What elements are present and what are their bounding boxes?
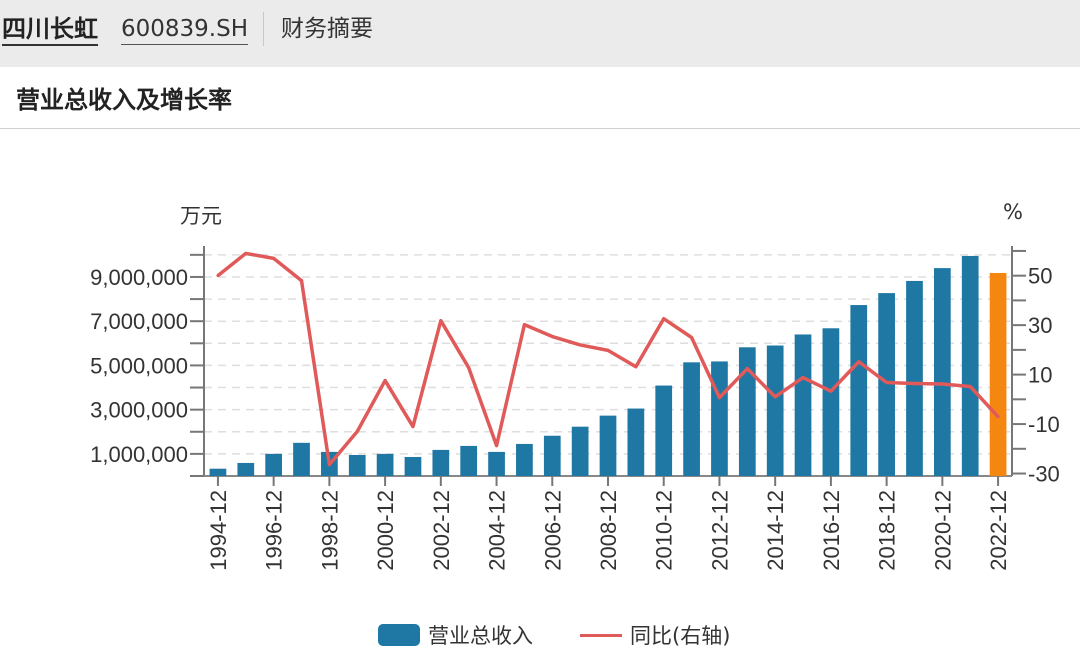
left-axis-unit: 万元 — [180, 204, 222, 228]
revenue-bar — [711, 361, 728, 476]
tab-financial-summary[interactable]: 财务摘要 — [281, 16, 373, 42]
yoy-point — [495, 444, 499, 448]
x-tick-label: 2022-12 — [986, 490, 1011, 571]
yoy-point — [829, 389, 833, 393]
left-tick-label: 1,000,000 — [90, 442, 188, 467]
yoy-point — [717, 396, 721, 400]
revenue-bar — [822, 328, 840, 476]
x-tick-label: 1998-12 — [317, 490, 342, 571]
x-tick-label: 2004-12 — [485, 490, 510, 571]
revenue-bar — [460, 445, 478, 476]
left-tick-label: 9,000,000 — [90, 265, 188, 290]
legend-item-yoy[interactable]: 同比(右轴) — [580, 620, 730, 650]
right-tick-label: -30 — [1028, 462, 1060, 487]
x-tick-label: 1996-12 — [262, 490, 287, 571]
left-tick-label: 5,000,000 — [90, 353, 188, 378]
revenue-bar — [850, 305, 868, 476]
stock-code-link[interactable]: 600839.SH — [121, 14, 249, 45]
x-tick-label: 2014-12 — [763, 490, 788, 571]
yoy-point — [968, 384, 972, 388]
revenue-bar — [265, 453, 283, 476]
right-tick-label: 10 — [1028, 363, 1052, 388]
yoy-point — [634, 365, 638, 369]
yoy-point — [857, 360, 861, 364]
yoy-point — [272, 256, 276, 260]
legend-label: 营业总收入 — [428, 624, 533, 648]
yoy-point — [885, 381, 889, 385]
stock-name-link[interactable]: 四川长虹 — [2, 14, 98, 46]
revenue-bar — [627, 408, 645, 476]
revenue-bar — [209, 468, 227, 476]
revenue-bar — [348, 454, 366, 476]
x-tick-label: 2012-12 — [707, 490, 732, 571]
revenue-bar — [516, 443, 533, 476]
yoy-point — [439, 319, 443, 323]
x-tick-label: 1994-12 — [206, 490, 231, 571]
revenue-bar — [989, 272, 1007, 476]
yoy-point — [550, 335, 554, 339]
legend-label: 同比(右轴) — [630, 624, 731, 648]
yoy-point — [522, 323, 526, 327]
x-tick-label: 2020-12 — [930, 490, 955, 571]
revenue-bar — [599, 415, 617, 476]
yoy-point — [327, 463, 331, 467]
top-bar: 四川长虹 600839.SH 财务摘要 — [0, 0, 1080, 67]
left-tick-label: 7,000,000 — [90, 309, 188, 334]
section-divider — [0, 128, 1080, 129]
x-tick-label: 2016-12 — [819, 490, 844, 571]
revenue-bar — [571, 426, 589, 476]
revenue-bar — [655, 385, 673, 476]
x-tick-label: 2008-12 — [596, 490, 621, 571]
x-tick-label: 2000-12 — [373, 490, 398, 571]
yoy-point — [606, 348, 610, 352]
x-tick-label: 2010-12 — [652, 490, 677, 571]
revenue-bar — [933, 268, 951, 476]
x-tick-label: 2018-12 — [875, 490, 900, 571]
revenue-bar — [293, 442, 310, 476]
revenue-bar — [794, 334, 812, 476]
yoy-point — [745, 367, 749, 371]
revenue-bar — [404, 456, 422, 476]
revenue-bar — [488, 451, 505, 476]
yoy-point — [383, 379, 387, 383]
yoy-point — [801, 376, 805, 380]
right-tick-label: 50 — [1028, 264, 1052, 289]
yoy-point — [216, 274, 220, 278]
yoy-point — [355, 429, 359, 433]
line-swatch-icon — [580, 633, 622, 637]
revenue-bar — [432, 449, 450, 476]
right-tick-label: -10 — [1028, 412, 1060, 437]
right-axis-unit: % — [1003, 200, 1023, 224]
yoy-point — [300, 279, 304, 283]
legend-item-revenue[interactable]: 营业总收入 — [378, 620, 533, 650]
yoy-point — [912, 382, 916, 386]
bar-swatch-icon — [378, 624, 420, 646]
revenue-bar — [543, 435, 561, 476]
yoy-point — [244, 251, 248, 255]
right-tick-label: 30 — [1028, 313, 1052, 338]
section-title: 营业总收入及增长率 — [16, 86, 232, 114]
revenue-chart: 1,000,000 3,000,000 5,000,000 7,000,000 9,00… — [90, 246, 1060, 571]
divider — [263, 12, 264, 46]
revenue-bar — [376, 453, 394, 476]
revenue-bar — [237, 462, 255, 476]
yoy-point — [940, 382, 944, 386]
yoy-point — [467, 366, 471, 370]
yoy-point — [996, 415, 1000, 419]
revenue-bar — [906, 280, 923, 476]
x-tick-label: 2006-12 — [540, 490, 565, 571]
left-tick-label: 3,000,000 — [90, 398, 188, 423]
revenue-bar — [961, 255, 979, 476]
yoy-point — [578, 343, 582, 347]
yoy-point — [662, 317, 666, 321]
revenue-bar — [766, 345, 784, 476]
yoy-point — [690, 336, 694, 340]
revenue-bar — [738, 347, 756, 476]
revenue-bar — [878, 293, 895, 476]
yoy-point — [411, 425, 415, 429]
yoy-point — [773, 395, 777, 399]
x-tick-label: 2002-12 — [429, 490, 454, 571]
revenue-bar — [683, 362, 700, 476]
